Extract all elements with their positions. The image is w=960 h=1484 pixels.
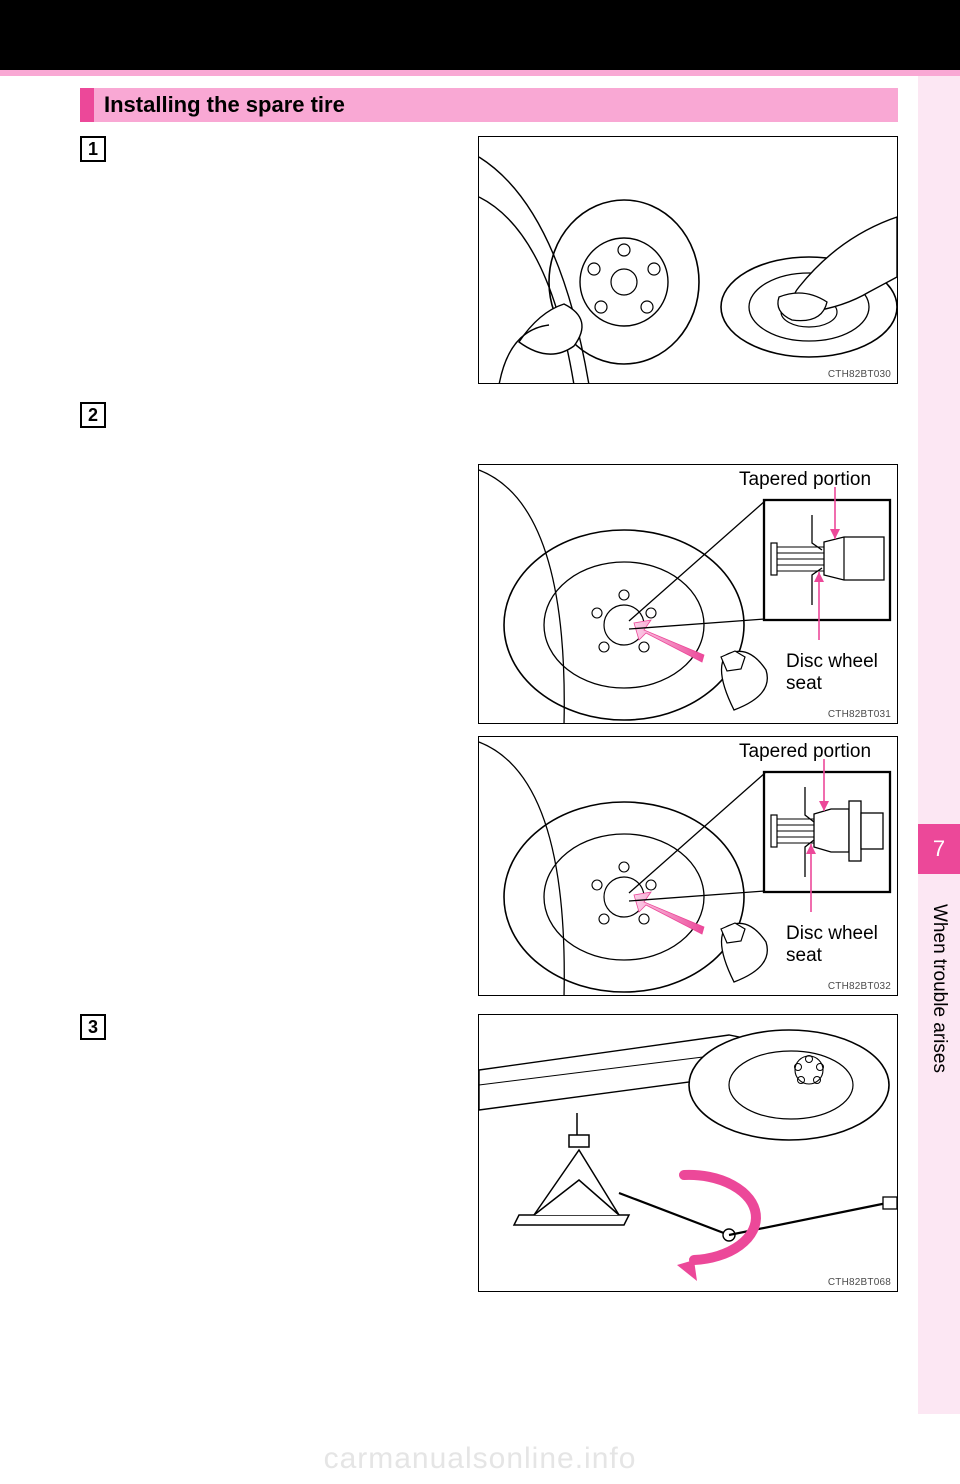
ribbon-tab	[80, 88, 94, 122]
label-disc-wheel-seat: Disc wheel seat	[786, 923, 878, 967]
step-2: 2 Install the spare tire and loosely tig…	[80, 402, 898, 1008]
content-area: 1 Remove any dirt or foreign matter from…	[80, 130, 898, 1310]
step-number-box: 1	[80, 136, 106, 162]
figure-lower-jack: CTH82BT068	[478, 1014, 898, 1292]
label-tapered-portion: Tapered portion	[739, 469, 871, 491]
step-1-para-2: If foreign matter is on the wheel contac…	[122, 206, 462, 322]
watermark: carmanualsonline.info	[324, 1442, 637, 1476]
section-heading-ribbon: Installing the spare tire	[80, 88, 898, 122]
figure-clean-wheel: CTH82BT030	[478, 136, 898, 384]
figure-id: CTH82BT030	[828, 369, 891, 380]
figure-spacer	[478, 402, 898, 464]
step-3: 3 Lower the vehicle.	[80, 1014, 898, 1304]
side-tab-chapter-label: When trouble arises	[918, 900, 960, 1160]
side-tab-background	[918, 76, 960, 1414]
header-accent-line	[0, 70, 960, 76]
label-tapered-portion: Tapered portion	[739, 741, 871, 763]
side-tab-chapter-number: 7	[918, 824, 960, 874]
header-black-bar	[0, 0, 960, 70]
step-3-para-1: Lower the vehicle.	[122, 1014, 462, 1043]
step-1-para-1: Remove any dirt or foreign matter from t…	[122, 136, 462, 194]
label-disc-wheel-seat: Disc wheel seat	[786, 651, 878, 695]
step-number-box: 2	[80, 402, 106, 428]
figure-nut-aluminum: Tapered portion Disc wheel seat CTH82BT0…	[478, 736, 898, 996]
figure-nut-steel: Tapered portion Disc wheel seat CTH82BT0…	[478, 464, 898, 724]
step-2-para-1: Install the spare tire and loosely tight…	[122, 402, 462, 489]
step-2-para-2: When replacing a steel wheel with a stee…	[122, 501, 462, 646]
section-title: Installing the spare tire	[94, 88, 898, 122]
step-1-text: Remove any dirt or foreign matter from t…	[122, 136, 462, 396]
step-number-box: 3	[80, 1014, 106, 1040]
step-1: 1 Remove any dirt or foreign matter from…	[80, 136, 898, 396]
figure-id: CTH82BT031	[828, 709, 891, 720]
figure-id: CTH82BT032	[828, 981, 891, 992]
step-2-para-3: When replacing an aluminum wheel with a …	[122, 658, 462, 803]
figure-id: CTH82BT068	[828, 1277, 891, 1288]
step-3-text: Lower the vehicle.	[122, 1014, 462, 1304]
step-2-text: Install the spare tire and loosely tight…	[122, 402, 462, 1008]
